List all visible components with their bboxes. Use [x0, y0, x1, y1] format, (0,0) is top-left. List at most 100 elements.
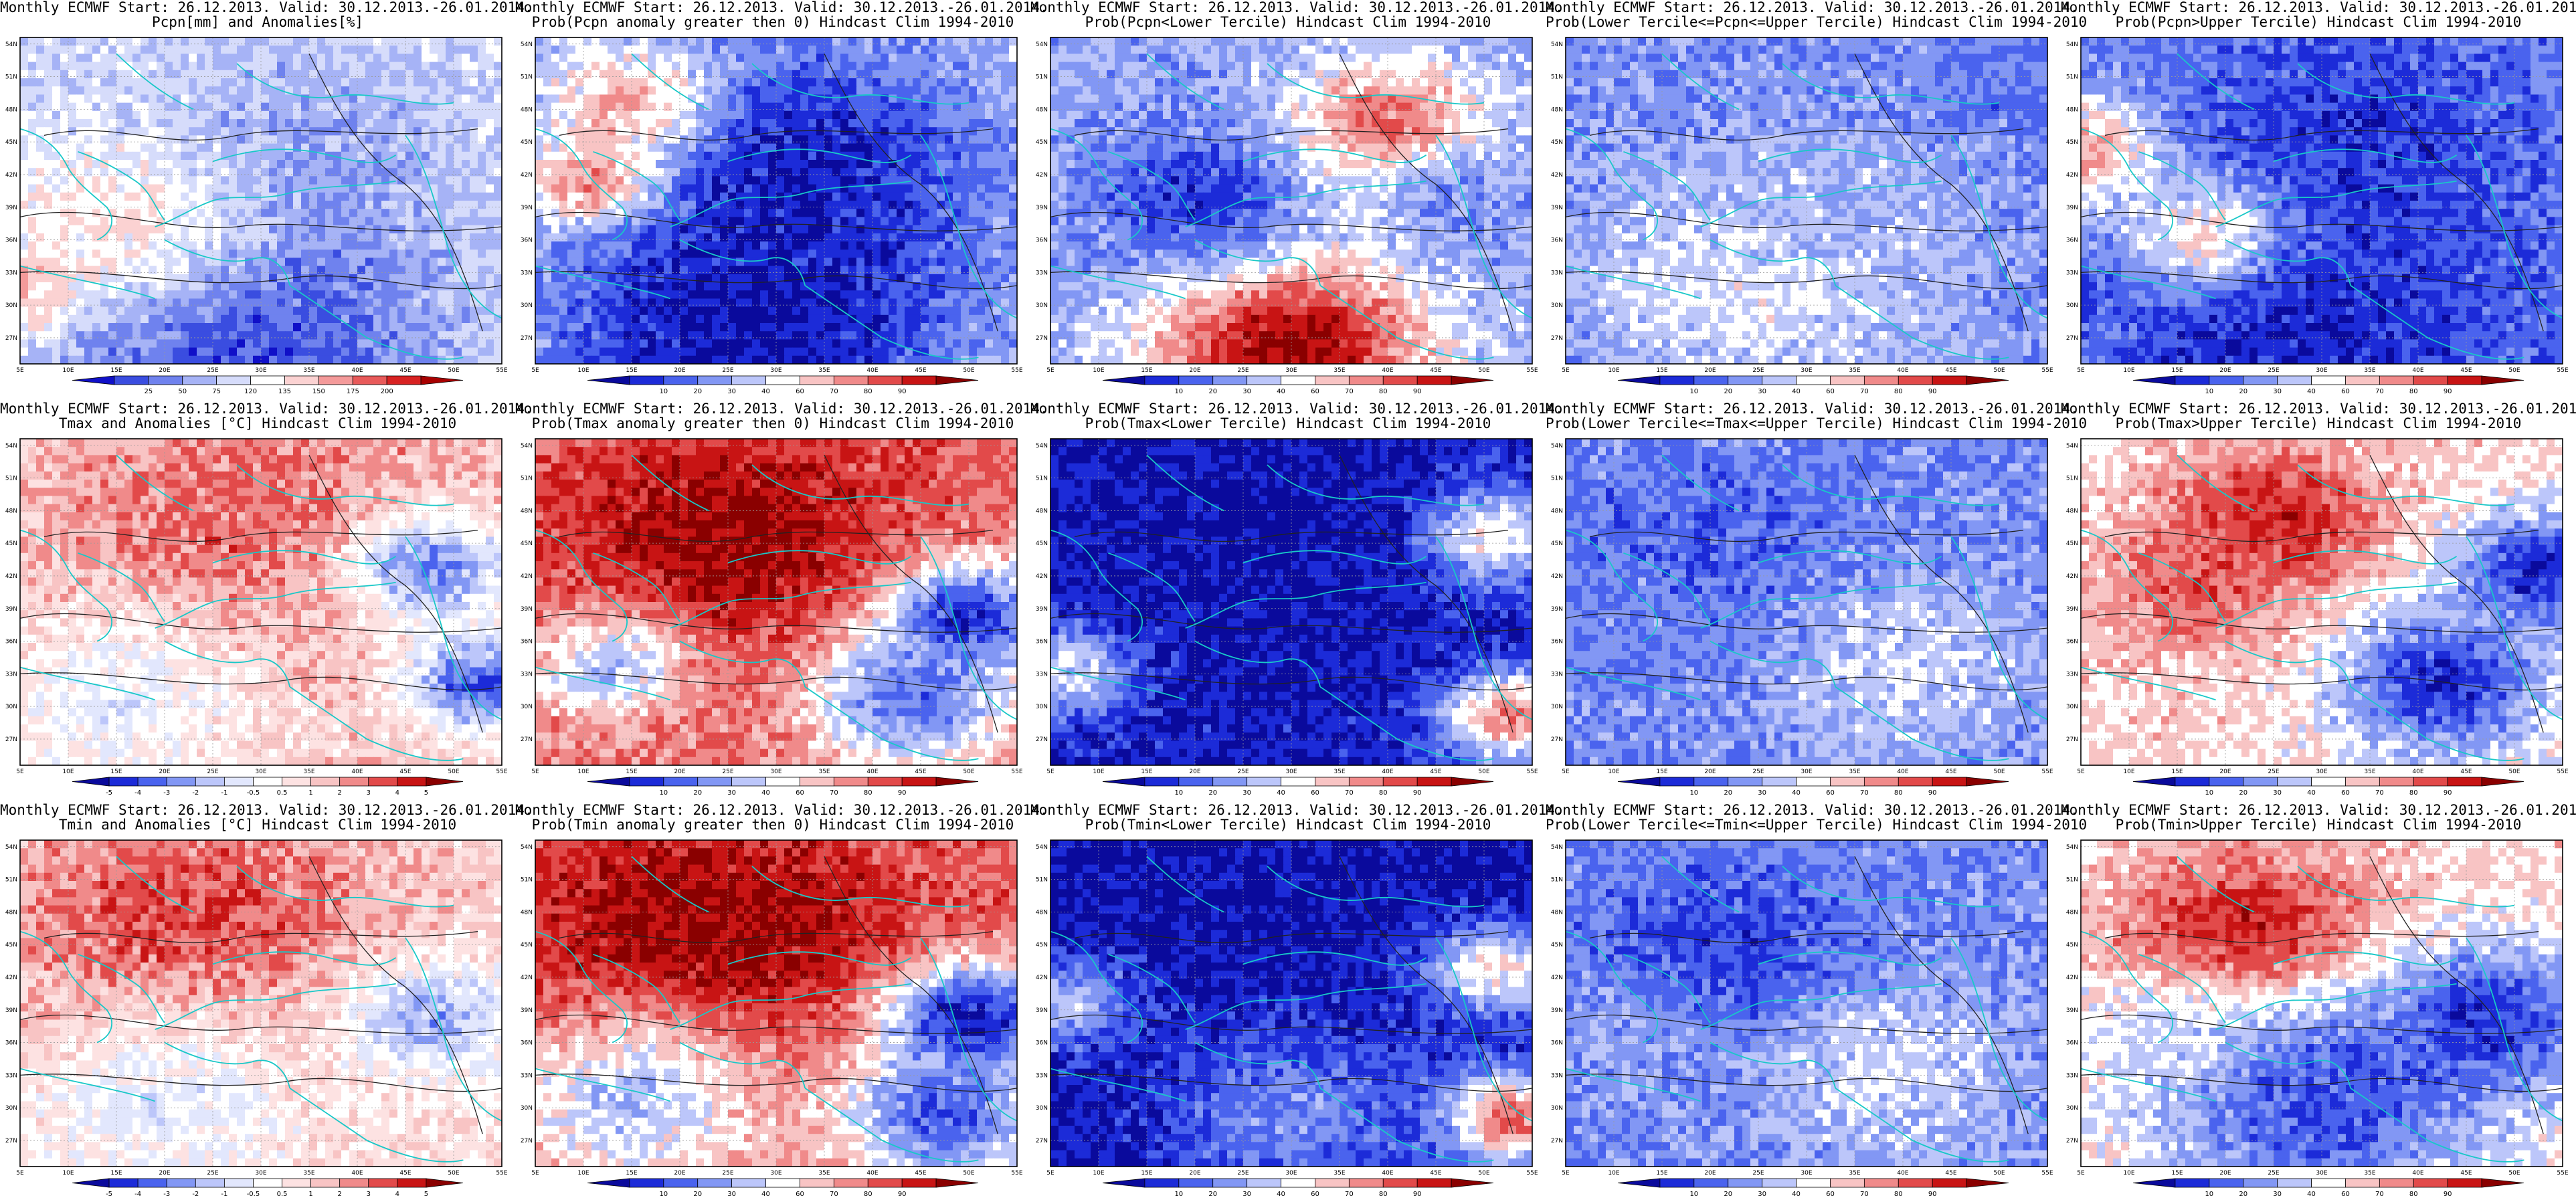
contour-lines	[535, 54, 1017, 332]
lon-label: 30E	[255, 769, 266, 775]
colorbar-swatch	[368, 777, 398, 787]
contour-lines	[2081, 455, 2563, 733]
colorbar-swatch	[282, 1178, 312, 1188]
lon-label: 40E	[866, 769, 878, 775]
lon-label: 55E	[2041, 1170, 2053, 1177]
colorbar-swatch	[731, 777, 766, 787]
lat-label: 54N	[521, 443, 533, 449]
lat-label: 48N	[1036, 508, 1048, 514]
lat-label: 51N	[2066, 877, 2078, 884]
colorbar-label: 10	[1689, 388, 1698, 395]
lat-label: 39N	[1036, 606, 1048, 613]
lon-label: 40E	[351, 769, 363, 775]
colorbar-swatch	[72, 1178, 110, 1188]
panel-title-line2: Prob(Tmax anomaly greater then 0) Hindca…	[515, 416, 1030, 431]
colorbar-swatch	[1144, 777, 1180, 787]
lon-label: 35E	[2364, 1170, 2375, 1177]
colorbar-label: 10	[659, 388, 668, 395]
lat-label: 27N	[1036, 335, 1048, 342]
graticule	[2081, 37, 2563, 364]
colorbar-swatch	[2277, 777, 2312, 787]
colorbar-label: 40	[1792, 388, 1801, 395]
colorbar-swatch	[2481, 1178, 2524, 1188]
lon-label: 5E	[1562, 1170, 1570, 1177]
lat-label: 39N	[521, 205, 533, 211]
colorbar-label: 20	[1208, 1191, 1217, 1198]
colorbar-label: 30	[2273, 388, 2282, 395]
panel-title-line1: Monthly ECMWF Start: 26.12.2013. Valid: …	[0, 0, 533, 15]
colorbar-label: 60	[796, 388, 804, 395]
lon-label: 30E	[770, 1170, 781, 1177]
colorbar: 10 20 30 40 60 70 80 90	[2132, 1178, 2524, 1198]
map-frame	[19, 839, 502, 1167]
lat-label: 48N	[2066, 106, 2078, 113]
colorbar-swatch	[1898, 1178, 1933, 1188]
colorbar-label: -3	[163, 1191, 170, 1198]
colorbar-label: 10	[1174, 1191, 1183, 1198]
graticule	[20, 840, 502, 1167]
panel-title-line2: Pcpn[mm] and Anomalies[%]	[0, 15, 515, 29]
colorbar-swatch	[1728, 375, 1763, 385]
colorbar-label: 40	[1277, 388, 1285, 395]
lat-label: 45N	[5, 540, 17, 547]
lon-label: 50E	[448, 769, 459, 775]
colorbar-label: 1	[308, 789, 312, 797]
lon-label: 10E	[1093, 367, 1104, 374]
colorbar-label: -1	[221, 789, 227, 797]
colorbar-swatch	[765, 375, 800, 385]
panel-title-line1: Monthly ECMWF Start: 26.12.2013. Valid: …	[0, 803, 533, 817]
lon-label: 10E	[2123, 367, 2134, 374]
lat-label: 45N	[5, 139, 17, 146]
colorbar-label: -1	[221, 1191, 227, 1198]
colorbar-swatch	[1796, 375, 1831, 385]
colorbar: -5 -4 -3 -2 -1 -0.5 0.5 1 2 3 4 5	[72, 1178, 464, 1198]
colorbar-label: 80	[1379, 388, 1388, 395]
colorbar-swatch	[2379, 375, 2414, 385]
colorbar-label: 10	[1689, 1191, 1698, 1198]
colorbar-swatch	[1932, 1178, 1967, 1188]
map-canvas: 54N 51N 48N 45N 42N 39N 36N 33N 30N 27N 5E 10E 15E 20…	[2066, 839, 2569, 1198]
colorbar-label: 70	[1345, 388, 1354, 395]
colorbar-swatch	[935, 1178, 979, 1188]
colorbar-swatch	[867, 375, 903, 385]
lat-label: 42N	[1551, 172, 1563, 179]
colorbar-swatch	[2209, 375, 2244, 385]
lon-label: 40E	[1382, 367, 1393, 374]
map-canvas: 54N 51N 48N 45N 42N 39N 36N 33N 30N 27N 5E 10E 15E 20…	[521, 839, 1023, 1198]
lon-label: 25E	[1752, 769, 1764, 775]
coastlines-and-borders	[1050, 856, 1532, 1163]
latitude-labels: 54N 51N 48N 45N 42N 39N 36N 33N 30N 27N	[1036, 443, 1048, 743]
colorbar-swatch	[1178, 777, 1214, 787]
lat-label: 27N	[5, 1138, 17, 1144]
lat-label: 36N	[2066, 1040, 2078, 1047]
lat-label: 33N	[1036, 671, 1048, 678]
lat-label: 51N	[521, 476, 533, 482]
colorbar-swatch	[166, 777, 196, 787]
lat-label: 48N	[1551, 508, 1563, 514]
lon-label: 15E	[1141, 367, 1152, 374]
lat-label: 33N	[1036, 1072, 1048, 1079]
lat-label: 54N	[2066, 41, 2078, 48]
colorbar-swatch	[1315, 1178, 1350, 1188]
lat-label: 51N	[2066, 476, 2078, 482]
map-panel-tmin-gt0: 54N 51N 48N 45N 42N 39N 36N 33N 30N 27N 5E 10E 15E 20…	[515, 803, 1048, 1204]
lon-label: 30E	[2316, 367, 2327, 374]
colorbar-swatch	[2209, 1178, 2244, 1188]
colorbar-swatch	[800, 1178, 834, 1188]
colorbar-swatch	[253, 1178, 282, 1188]
panel-title-line1: Monthly ECMWF Start: 26.12.2013. Valid: …	[515, 401, 1048, 416]
lon-label: 30E	[770, 367, 781, 374]
lat-label: 48N	[2066, 508, 2078, 514]
colorbar-swatch	[663, 375, 699, 385]
map-canvas: 54N 51N 48N 45N 42N 39N 36N 33N 30N 27N 5E 10E 15E 20…	[521, 438, 1023, 797]
colorbar-swatch	[1617, 375, 1661, 385]
longitude-labels: 5E 10E 15E 20E 25E 30E 35E 40E 45E 50E 55E	[1046, 769, 1538, 775]
lon-label: 25E	[2268, 769, 2279, 775]
colorbar-label: 90	[1413, 388, 1422, 395]
map-panel-tmax-mid: 54N 51N 48N 45N 42N 39N 36N 33N 30N 27N 5E 10E 15E 20…	[1546, 401, 2087, 803]
lon-label: 35E	[1333, 769, 1345, 775]
colorbar-swatch	[867, 777, 903, 787]
colorbar-swatch	[1796, 1178, 1831, 1188]
colorbar-swatch	[833, 1178, 868, 1188]
map-panel-tmin-mid: 54N 51N 48N 45N 42N 39N 36N 33N 30N 27N 5E 10E 15E 20…	[1546, 803, 2087, 1204]
